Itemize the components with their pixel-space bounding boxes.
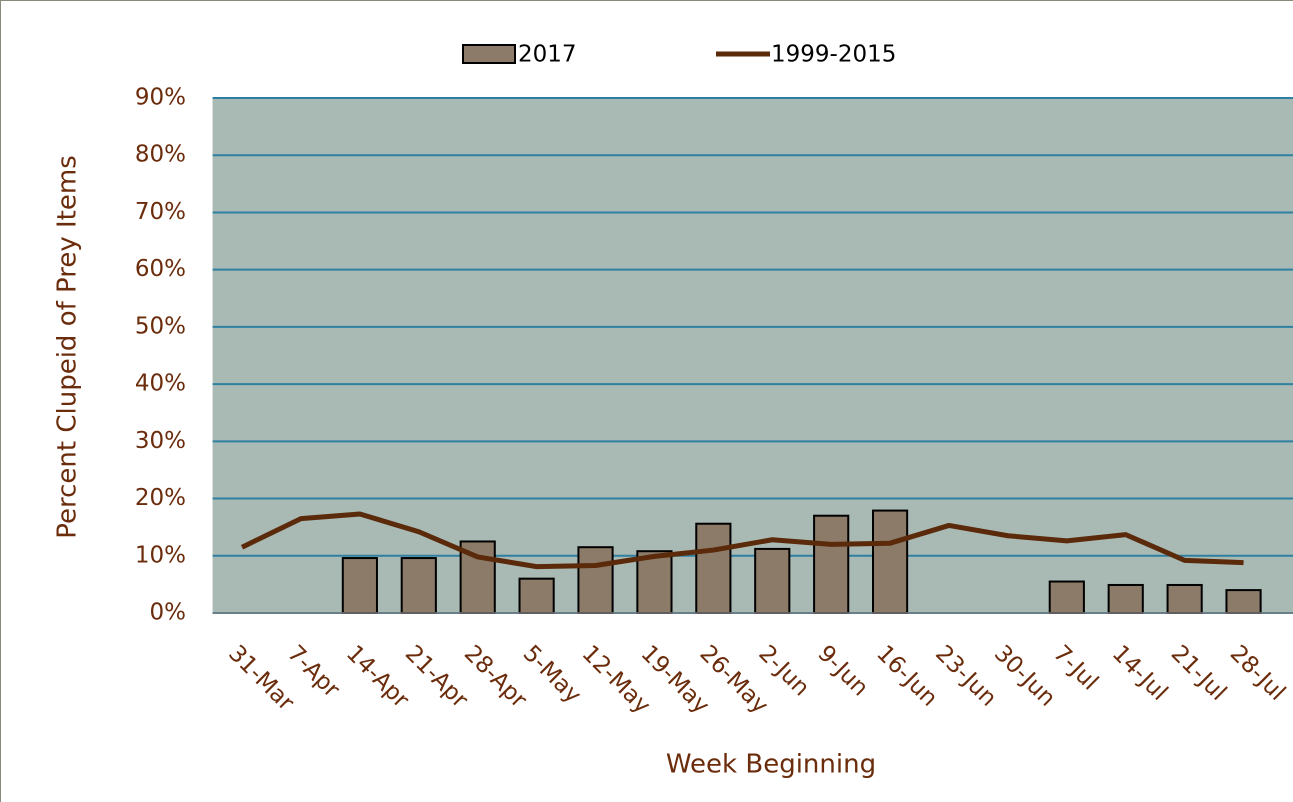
legend-label: 1999-2015 <box>771 42 896 68</box>
y-tick-label: 30% <box>135 428 186 454</box>
bar <box>754 547 791 615</box>
bar <box>1166 583 1203 615</box>
bar <box>341 557 378 614</box>
y-tick-label: 90% <box>135 85 186 111</box>
legend-swatch <box>462 44 516 64</box>
y-tick-label: 40% <box>135 371 186 397</box>
legend-label: 2017 <box>518 42 577 68</box>
bar <box>400 557 437 614</box>
bar <box>577 546 614 615</box>
y-tick-label: 70% <box>135 199 186 225</box>
y-tick-label: 0% <box>150 600 187 626</box>
bar <box>1107 583 1144 615</box>
y-tick-label: 80% <box>135 142 186 168</box>
bar <box>813 514 850 615</box>
bar <box>1048 580 1085 614</box>
y-tick-label: 10% <box>135 542 186 568</box>
y-tick-label: 50% <box>135 313 186 339</box>
y-tick-label: 60% <box>135 256 186 282</box>
bar <box>695 522 732 615</box>
bar <box>1225 589 1262 614</box>
y-axis-title: Percent Clupeid of Prey Items <box>53 155 83 539</box>
bar <box>871 509 909 615</box>
line <box>240 511 1244 570</box>
y-tick-label: 20% <box>135 485 186 511</box>
plot-area <box>212 98 1293 613</box>
x-axis-title: Week Beginning <box>666 750 876 780</box>
bar <box>518 577 555 615</box>
